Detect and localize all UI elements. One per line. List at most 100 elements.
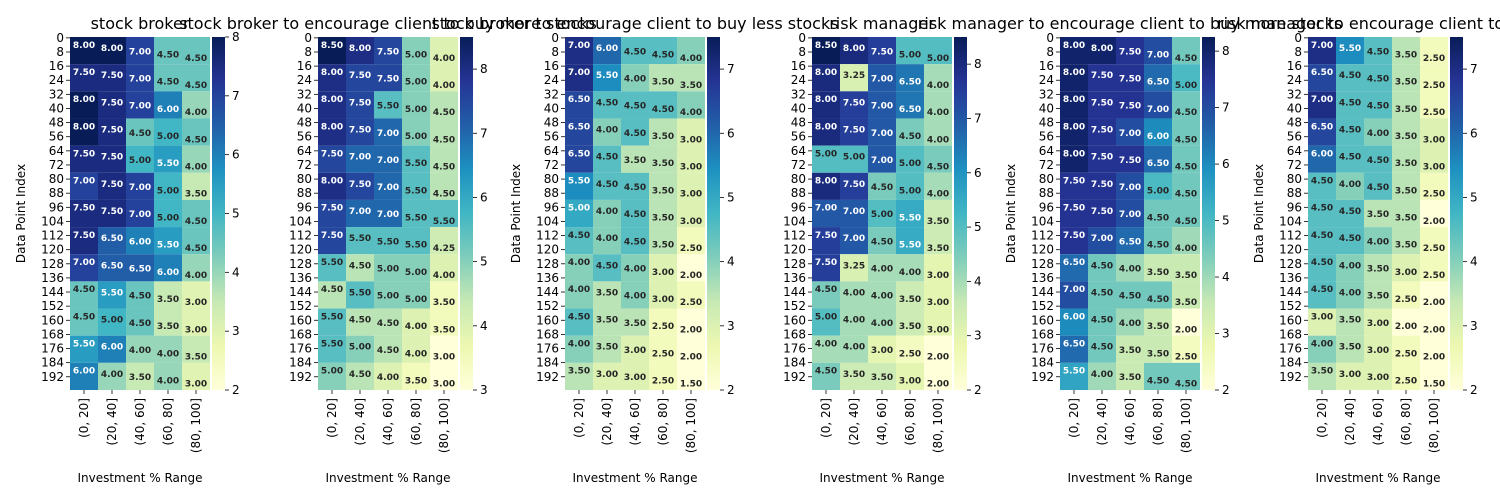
cell-value-label: 3.50 <box>1395 213 1417 223</box>
cell-value-label: 7.00 <box>129 210 151 220</box>
y-tick-label: 64 <box>297 144 312 158</box>
colorbar-tick-label: 6 <box>232 148 240 162</box>
colorbar-tick-label: 7 <box>1222 101 1230 115</box>
cell-value-label: 4.50 <box>596 98 618 108</box>
cell-value-label: 2.00 <box>927 380 949 390</box>
heatmap-cell <box>1116 281 1144 309</box>
cell-value-label: 4.50 <box>1147 213 1169 223</box>
cell-value-label: 7.50 <box>1091 180 1113 190</box>
heatmap-cell <box>1060 172 1088 200</box>
heatmap-cell <box>1336 199 1364 228</box>
y-tick-label: 152 <box>289 299 312 313</box>
cell-value-label: 4.00 <box>433 81 455 91</box>
cell-value-label: 6.00 <box>1063 312 1085 322</box>
cell-value-label: 4.00 <box>899 268 921 278</box>
heatmap-cell <box>1060 227 1088 255</box>
heatmap-cell <box>318 281 346 309</box>
cell-value-label: 2.00 <box>1423 298 1445 308</box>
y-tick-label: 48 <box>544 116 559 130</box>
cell-value-label: 3.25 <box>843 261 865 271</box>
colorbar-tick-label: 7 <box>974 111 982 125</box>
y-tick-label: 152 <box>536 299 559 313</box>
cell-value-label: 3.00 <box>680 217 702 227</box>
heatmap-cell <box>1172 118 1200 146</box>
cell-value-label: 3.50 <box>1367 292 1389 302</box>
cell-value-label: 3.50 <box>433 325 455 335</box>
heatmap-cell <box>1364 335 1392 363</box>
heatmap-cell <box>402 335 430 363</box>
heatmap-cell <box>812 281 840 309</box>
cell-value-label: 5.50 <box>433 217 455 227</box>
y-tick-label: 144 <box>783 285 806 299</box>
cell-value-label: 7.50 <box>1119 102 1141 112</box>
y-tick-label: 32 <box>1287 87 1302 101</box>
y-tick-label: 184 <box>1031 356 1054 370</box>
x-tick-label: (40, 60] <box>381 398 395 446</box>
heatmap-cell <box>1364 145 1392 173</box>
heatmap-cell <box>1392 254 1420 282</box>
heatmap-cell <box>1172 91 1200 119</box>
heatmap-cell <box>896 64 924 92</box>
x-tick-label: (80, 100] <box>684 398 698 453</box>
cell-value-label: 5.50 <box>349 234 371 244</box>
cell-value-label: 3.50 <box>927 244 949 254</box>
y-tick-label: 88 <box>49 186 64 200</box>
y-tick-label: 184 <box>41 356 64 370</box>
y-tick-label: 136 <box>41 271 64 285</box>
cell-value-label: 5.00 <box>405 78 427 88</box>
cell-value-label: 7.00 <box>568 68 590 78</box>
cell-value-label: 5.00 <box>843 153 865 163</box>
y-tick-label: 192 <box>289 370 312 384</box>
y-tick-label: 0 <box>551 31 559 45</box>
heatmap-cell <box>565 227 593 255</box>
cell-value-label: 4.50 <box>596 180 618 190</box>
y-tick-label: 56 <box>1287 130 1302 144</box>
y-tick-label: 72 <box>49 158 64 172</box>
cell-value-label: 4.00 <box>596 207 618 217</box>
heatmap-cell <box>924 308 952 336</box>
heatmap-cell <box>346 335 374 363</box>
cell-value-label: 3.50 <box>568 367 590 377</box>
heatmap-cell <box>430 91 458 119</box>
cell-value-label: 4.00 <box>433 271 455 281</box>
colorbar-tick-label: 2 <box>1470 383 1478 397</box>
heatmap-cell <box>346 254 374 282</box>
heatmap-cell <box>840 227 868 255</box>
cell-value-label: 4.50 <box>185 244 207 254</box>
cell-value-label: 5.00 <box>405 51 427 61</box>
heatmap-cell <box>1060 145 1088 173</box>
heatmap-cell <box>1336 145 1364 173</box>
heatmap-cell <box>346 172 374 200</box>
cell-value-label: 7.50 <box>1091 126 1113 136</box>
cell-value-label: 1.50 <box>680 380 702 390</box>
heatmap-cell <box>1144 308 1172 336</box>
y-tick-label: 128 <box>783 257 806 271</box>
cell-value-label: 7.50 <box>321 149 343 159</box>
colorbar-tick-label: 5 <box>232 207 240 221</box>
y-tick-label: 64 <box>1039 144 1054 158</box>
heatmap-cell <box>430 145 458 173</box>
cell-value-label: 4.50 <box>185 54 207 64</box>
cell-value-label: 4.00 <box>1311 339 1333 349</box>
cell-value-label: 5.00 <box>899 159 921 169</box>
cell-value-label: 6.50 <box>568 95 590 105</box>
y-tick-label: 16 <box>1287 59 1302 73</box>
cell-value-label: 4.00 <box>680 108 702 118</box>
cell-value-label: 6.00 <box>101 343 123 353</box>
heatmap-cell <box>593 118 621 146</box>
heatmap-cell <box>565 118 593 146</box>
heatmap-cell <box>621 91 649 119</box>
cell-value-label: 7.00 <box>73 258 95 268</box>
heatmap-cell <box>182 335 210 363</box>
y-tick-label: 96 <box>297 200 312 214</box>
cell-value-label: 5.00 <box>377 265 399 275</box>
heatmap-cell <box>402 64 430 92</box>
cell-value-label: 6.50 <box>568 122 590 132</box>
heatmap-cell <box>318 362 346 390</box>
cell-value-label: 4.50 <box>349 370 371 380</box>
heatmap-cell <box>1116 199 1144 228</box>
y-tick-label: 160 <box>536 313 559 327</box>
cell-value-label: 5.50 <box>349 288 371 298</box>
y-tick-label: 80 <box>1287 172 1302 186</box>
heatmap-cell <box>318 199 346 228</box>
